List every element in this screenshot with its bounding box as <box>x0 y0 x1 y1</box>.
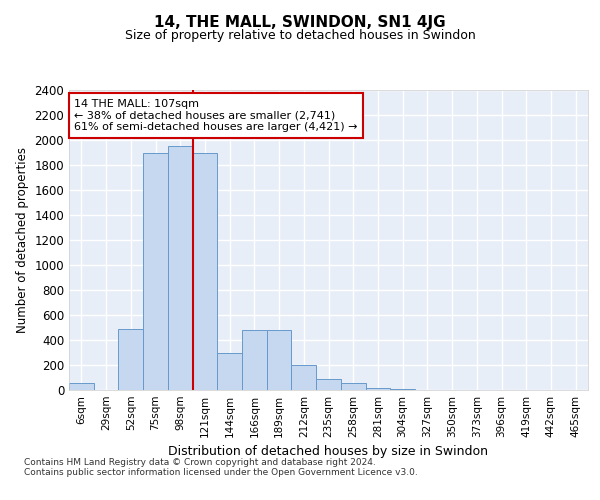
Bar <box>193 152 217 390</box>
Bar <box>292 365 316 390</box>
Y-axis label: Number of detached properties: Number of detached properties <box>16 147 29 333</box>
Text: 14 THE MALL: 107sqm
← 38% of detached houses are smaller (2,741)
61% of semi-det: 14 THE MALL: 107sqm ← 38% of detached ho… <box>74 99 358 132</box>
Bar <box>390 389 415 390</box>
Bar <box>242 330 267 390</box>
Bar <box>143 152 168 390</box>
Bar <box>267 330 292 390</box>
Bar <box>118 329 143 390</box>
X-axis label: Distribution of detached houses by size in Swindon: Distribution of detached houses by size … <box>169 446 488 458</box>
Bar <box>316 379 341 390</box>
Text: 14, THE MALL, SWINDON, SN1 4JG: 14, THE MALL, SWINDON, SN1 4JG <box>154 15 446 30</box>
Bar <box>217 352 242 390</box>
Bar <box>69 383 94 390</box>
Text: Size of property relative to detached houses in Swindon: Size of property relative to detached ho… <box>125 30 475 43</box>
Text: Contains public sector information licensed under the Open Government Licence v3: Contains public sector information licen… <box>24 468 418 477</box>
Text: Contains HM Land Registry data © Crown copyright and database right 2024.: Contains HM Land Registry data © Crown c… <box>24 458 376 467</box>
Bar <box>365 388 390 390</box>
Bar <box>341 383 365 390</box>
Bar <box>168 146 193 390</box>
